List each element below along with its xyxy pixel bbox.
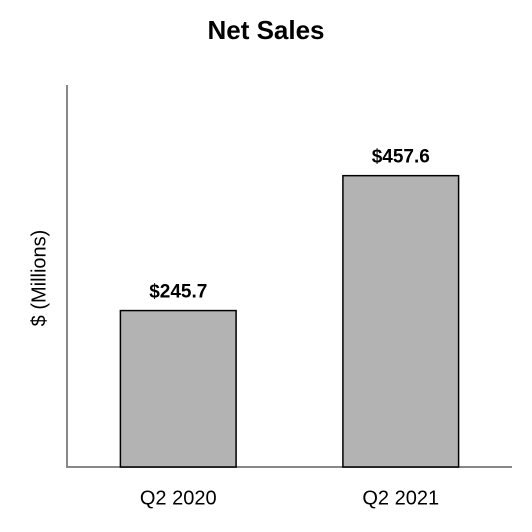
x-tick-label: Q2 2020 [140,487,217,509]
bar [119,309,237,468]
y-axis-label: $ (Millions) [28,230,50,327]
chart-title: Net Sales [207,15,324,45]
value-label: $245.7 [149,282,207,303]
value-label: $457.6 [372,147,430,168]
x-tick-label: Q2 2021 [362,487,439,509]
bar [342,174,460,468]
